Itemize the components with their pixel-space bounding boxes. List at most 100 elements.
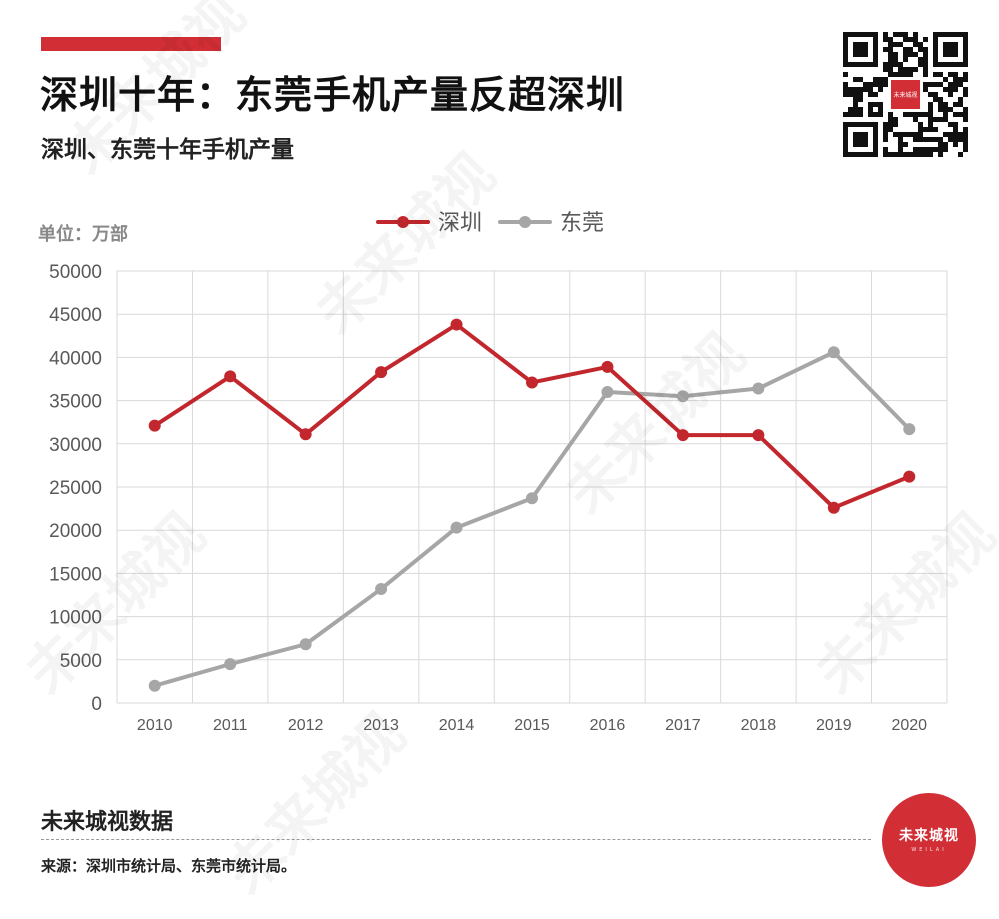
qr-module (948, 82, 953, 87)
legend-label: 深圳 (438, 211, 482, 236)
qr-module (928, 117, 933, 122)
qr-module (963, 127, 968, 132)
x-tick-label: 2012 (288, 717, 324, 734)
qr-module (923, 112, 928, 117)
qr-module (923, 52, 928, 57)
y-tick-label: 5000 (60, 651, 102, 672)
qr-module (943, 112, 948, 117)
qr-module (923, 127, 928, 132)
qr-module (918, 147, 923, 152)
qr-module (943, 117, 948, 122)
qr-module (858, 97, 863, 102)
qr-module (933, 82, 938, 87)
qr-center-logo (891, 80, 920, 109)
qr-module (903, 52, 908, 57)
qr-module (938, 82, 943, 87)
data-point-shenzhen (148, 419, 161, 432)
qr-module (963, 117, 968, 122)
x-tick-label: 2013 (363, 717, 399, 734)
y-tick-label: 50000 (49, 262, 102, 283)
qr-module (898, 72, 903, 77)
qr-finder (943, 42, 958, 57)
qr-module (913, 132, 918, 137)
qr-module (888, 57, 893, 62)
qr-module (923, 37, 928, 42)
data-point-shenzhen (601, 360, 614, 373)
line-chart: 0 5000 10000 15000 20000 25000 30000 35000 40000… (49, 211, 948, 734)
qr-module (958, 152, 963, 157)
qr-module (928, 92, 933, 97)
qr-module (953, 82, 958, 87)
qr-module (868, 107, 873, 112)
data-point-dongguan (526, 492, 538, 505)
qr-module (948, 87, 953, 92)
qr-module (883, 127, 888, 132)
qr-module (898, 62, 903, 67)
qr-module (913, 137, 918, 142)
data-point-shenzhen (752, 429, 765, 442)
qr-module (888, 122, 893, 127)
qr-module (913, 152, 918, 157)
qr-module (943, 147, 948, 152)
qr-module (943, 87, 948, 92)
qr-module (958, 77, 963, 82)
qr-code[interactable]: 未来城视 (843, 32, 968, 157)
logo-text: 未来城视 (899, 828, 959, 844)
qr-module (843, 112, 848, 117)
qr-module (898, 42, 903, 47)
qr-module (928, 122, 933, 127)
qr-module (953, 127, 958, 132)
qr-module (888, 62, 893, 67)
qr-module (938, 147, 943, 152)
x-tick-label: 2014 (439, 717, 475, 734)
qr-module (953, 87, 958, 92)
data-point-dongguan (375, 582, 388, 595)
qr-module (848, 112, 853, 117)
qr-module (868, 82, 873, 87)
qr-module (848, 92, 853, 97)
qr-module (868, 102, 873, 107)
qr-module (858, 107, 863, 112)
qr-module (853, 92, 858, 97)
qr-module (908, 37, 913, 42)
qr-module (888, 127, 893, 132)
qr-module (918, 62, 923, 67)
qr-module (883, 37, 888, 42)
qr-module (843, 72, 848, 77)
qr-module (843, 82, 848, 87)
qr-module (853, 77, 858, 82)
qr-module (948, 132, 953, 137)
qr-module (898, 147, 903, 152)
legend-label: 东莞 (560, 211, 604, 236)
qr-module (903, 142, 908, 147)
x-tick-label: 2017 (665, 717, 701, 734)
data-point-shenzhen (224, 370, 237, 383)
data-point-shenzhen (450, 318, 463, 331)
qr-module (928, 107, 933, 112)
x-tick-label: 2011 (213, 717, 248, 734)
qr-module (873, 82, 878, 87)
qr-module (943, 107, 948, 112)
qr-module (868, 87, 873, 92)
qr-module (868, 92, 873, 97)
qr-module (933, 97, 938, 102)
qr-module (853, 107, 858, 112)
qr-module (888, 67, 893, 72)
page-title: 深圳十年：东莞手机产量反超深圳 (40, 73, 626, 117)
qr-module (873, 92, 878, 97)
qr-module (923, 152, 928, 157)
qr-module (853, 102, 858, 107)
qr-module (918, 112, 923, 117)
data-point-shenzhen (299, 428, 312, 441)
qr-module (928, 102, 933, 107)
data-point-dongguan (903, 423, 916, 436)
y-tick-label: 40000 (49, 348, 102, 369)
qr-module (898, 142, 903, 147)
qr-module (903, 37, 908, 42)
x-tick-label: 2019 (816, 717, 852, 734)
data-point-shenzhen (903, 470, 916, 483)
qr-module (903, 152, 908, 157)
qr-module (938, 72, 943, 77)
data-point-shenzhen (375, 366, 388, 379)
qr-module (963, 107, 968, 112)
